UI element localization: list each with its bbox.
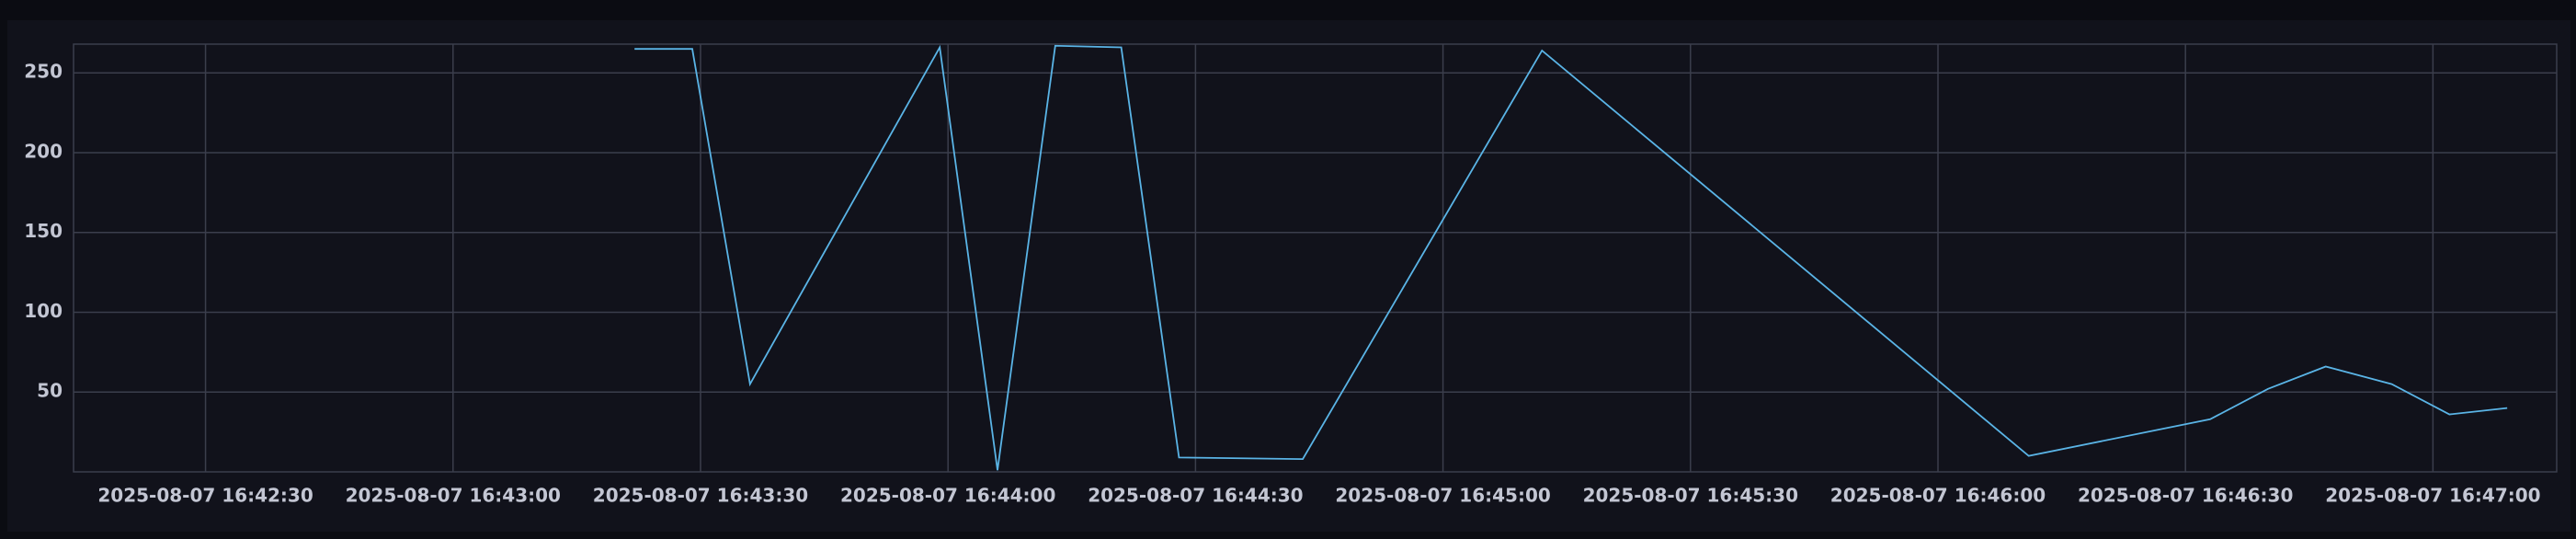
y-tick-label: 50 bbox=[37, 380, 63, 402]
panel bbox=[7, 20, 2570, 532]
y-tick-label: 100 bbox=[24, 300, 63, 322]
x-tick-label: 2025-08-07 16:42:30 bbox=[97, 485, 313, 507]
y-tick-label: 150 bbox=[24, 220, 63, 242]
plot-frame bbox=[73, 43, 2558, 473]
x-tick-label: 2025-08-07 16:45:00 bbox=[1335, 485, 1550, 507]
x-tick-label: 2025-08-07 16:46:00 bbox=[1830, 485, 2046, 507]
x-tick-label: 2025-08-07 16:44:30 bbox=[1088, 485, 1303, 507]
y-tick-label: 250 bbox=[24, 61, 63, 83]
x-tick-label: 2025-08-07 16:43:00 bbox=[346, 485, 561, 507]
x-tick-label: 2025-08-07 16:45:30 bbox=[1583, 485, 1798, 507]
y-tick-label: 200 bbox=[24, 140, 63, 162]
data-line bbox=[634, 44, 2508, 471]
x-tick-label: 2025-08-07 16:43:30 bbox=[593, 485, 808, 507]
x-tick-label: 2025-08-07 16:46:30 bbox=[2078, 485, 2293, 507]
x-tick-label: 2025-08-07 16:44:00 bbox=[840, 485, 1055, 507]
x-tick-label: 2025-08-07 16:47:00 bbox=[2325, 485, 2540, 507]
